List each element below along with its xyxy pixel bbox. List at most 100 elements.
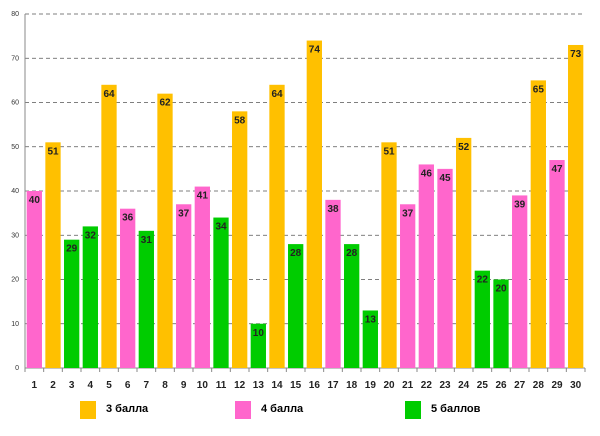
- legend-label-3-balla: 3 балла: [106, 403, 149, 415]
- x-tick-label: 10: [197, 380, 209, 391]
- bar-28: [530, 80, 546, 368]
- data-label: 36: [122, 213, 134, 224]
- x-tick-label: 18: [346, 380, 358, 391]
- x-tick-label: 8: [162, 380, 168, 391]
- y-tick-label: 50: [11, 144, 19, 151]
- legend-label-5-ballov: 5 баллов: [431, 403, 481, 415]
- data-label: 39: [514, 199, 526, 210]
- data-label: 74: [309, 45, 321, 56]
- data-label: 58: [234, 115, 246, 126]
- x-tick-label: 2: [50, 380, 56, 391]
- data-label: 13: [365, 314, 377, 325]
- bar-25: [474, 270, 490, 368]
- data-label: 38: [327, 204, 339, 215]
- data-label: 64: [103, 89, 115, 100]
- y-tick-label: 60: [11, 100, 19, 107]
- data-label: 52: [458, 142, 470, 153]
- x-tick-label: 30: [570, 380, 582, 391]
- bar-29: [549, 160, 565, 368]
- data-label: 29: [66, 244, 78, 255]
- x-tick-label: 29: [551, 380, 563, 391]
- bar-13: [250, 323, 266, 368]
- bar-6: [120, 208, 136, 368]
- x-tick-label: 24: [458, 380, 470, 391]
- x-tick-label: 26: [495, 380, 507, 391]
- bar-27: [512, 195, 528, 368]
- x-tick-label: 15: [290, 380, 302, 391]
- x-tick-label: 6: [125, 380, 131, 391]
- bar-18: [344, 244, 360, 368]
- legend-swatch-5-ballov: [405, 401, 421, 419]
- x-tick-label: 1: [32, 380, 38, 391]
- x-tick-label: 7: [144, 380, 150, 391]
- legend-label-4-balla: 4 балла: [261, 403, 304, 415]
- bar-17: [325, 199, 341, 368]
- data-label: 10: [253, 328, 265, 339]
- x-tick-label: 27: [514, 380, 526, 391]
- bar-26: [493, 279, 509, 368]
- data-label: 41: [197, 191, 209, 202]
- bar-16: [306, 40, 322, 369]
- x-tick-label: 16: [309, 380, 321, 391]
- data-label: 62: [159, 98, 171, 109]
- bar-21: [400, 204, 416, 368]
- bar-5: [101, 84, 117, 369]
- x-tick-label: 9: [181, 380, 187, 391]
- x-tick-label: 13: [253, 380, 265, 391]
- data-label: 46: [421, 168, 433, 179]
- bar-12: [232, 111, 248, 368]
- data-label: 37: [178, 208, 190, 219]
- data-label: 47: [551, 164, 563, 175]
- data-label: 51: [47, 146, 59, 157]
- data-label: 45: [439, 173, 451, 184]
- bar-11: [213, 217, 229, 368]
- x-tick-label: 4: [88, 380, 94, 391]
- data-label: 37: [402, 208, 414, 219]
- x-tick-label: 17: [327, 380, 339, 391]
- data-label: 20: [495, 284, 507, 295]
- x-tick-label: 12: [234, 380, 246, 391]
- legend-swatch-4-balla: [235, 401, 251, 419]
- bar-10: [194, 186, 210, 368]
- bar-30: [568, 44, 584, 368]
- data-label: 73: [570, 49, 582, 60]
- x-tick-label: 28: [533, 380, 545, 391]
- y-tick-label: 10: [11, 321, 19, 328]
- legend-swatch-3-balla: [80, 401, 96, 419]
- bar-20: [381, 142, 397, 368]
- data-label: 34: [215, 222, 227, 233]
- x-tick-label: 11: [216, 380, 227, 391]
- data-label: 40: [29, 195, 41, 206]
- x-tick-label: 23: [439, 380, 451, 391]
- y-tick-label: 0: [15, 365, 19, 372]
- data-label: 51: [383, 146, 395, 157]
- y-tick-label: 80: [11, 11, 19, 18]
- y-tick-label: 30: [11, 232, 19, 239]
- data-label: 28: [346, 248, 358, 259]
- x-tick-label: 22: [421, 380, 433, 391]
- x-tick-label: 19: [365, 380, 377, 391]
- bar-14: [269, 84, 285, 369]
- bar-7: [138, 230, 154, 368]
- x-tick-label: 5: [106, 380, 112, 391]
- y-tick-label: 40: [11, 188, 19, 195]
- legend: 3 балла 4 балла 5 баллов: [0, 399, 600, 429]
- bar-1: [26, 191, 42, 368]
- data-label: 64: [271, 89, 283, 100]
- bar-4: [82, 226, 98, 368]
- y-tick-label: 70: [11, 55, 19, 62]
- data-label: 65: [533, 84, 545, 95]
- x-tick-label: 14: [271, 380, 283, 391]
- data-label: 32: [85, 230, 97, 241]
- bar-2: [45, 142, 61, 368]
- x-tick-label: 3: [69, 380, 75, 391]
- bar-23: [437, 168, 453, 368]
- x-tick-label: 25: [477, 380, 489, 391]
- bar-15: [288, 244, 304, 368]
- bar-8: [157, 93, 173, 369]
- data-label: 31: [141, 235, 153, 246]
- x-tick-label: 21: [402, 380, 414, 391]
- bar-22: [418, 164, 434, 368]
- bar-9: [176, 204, 192, 368]
